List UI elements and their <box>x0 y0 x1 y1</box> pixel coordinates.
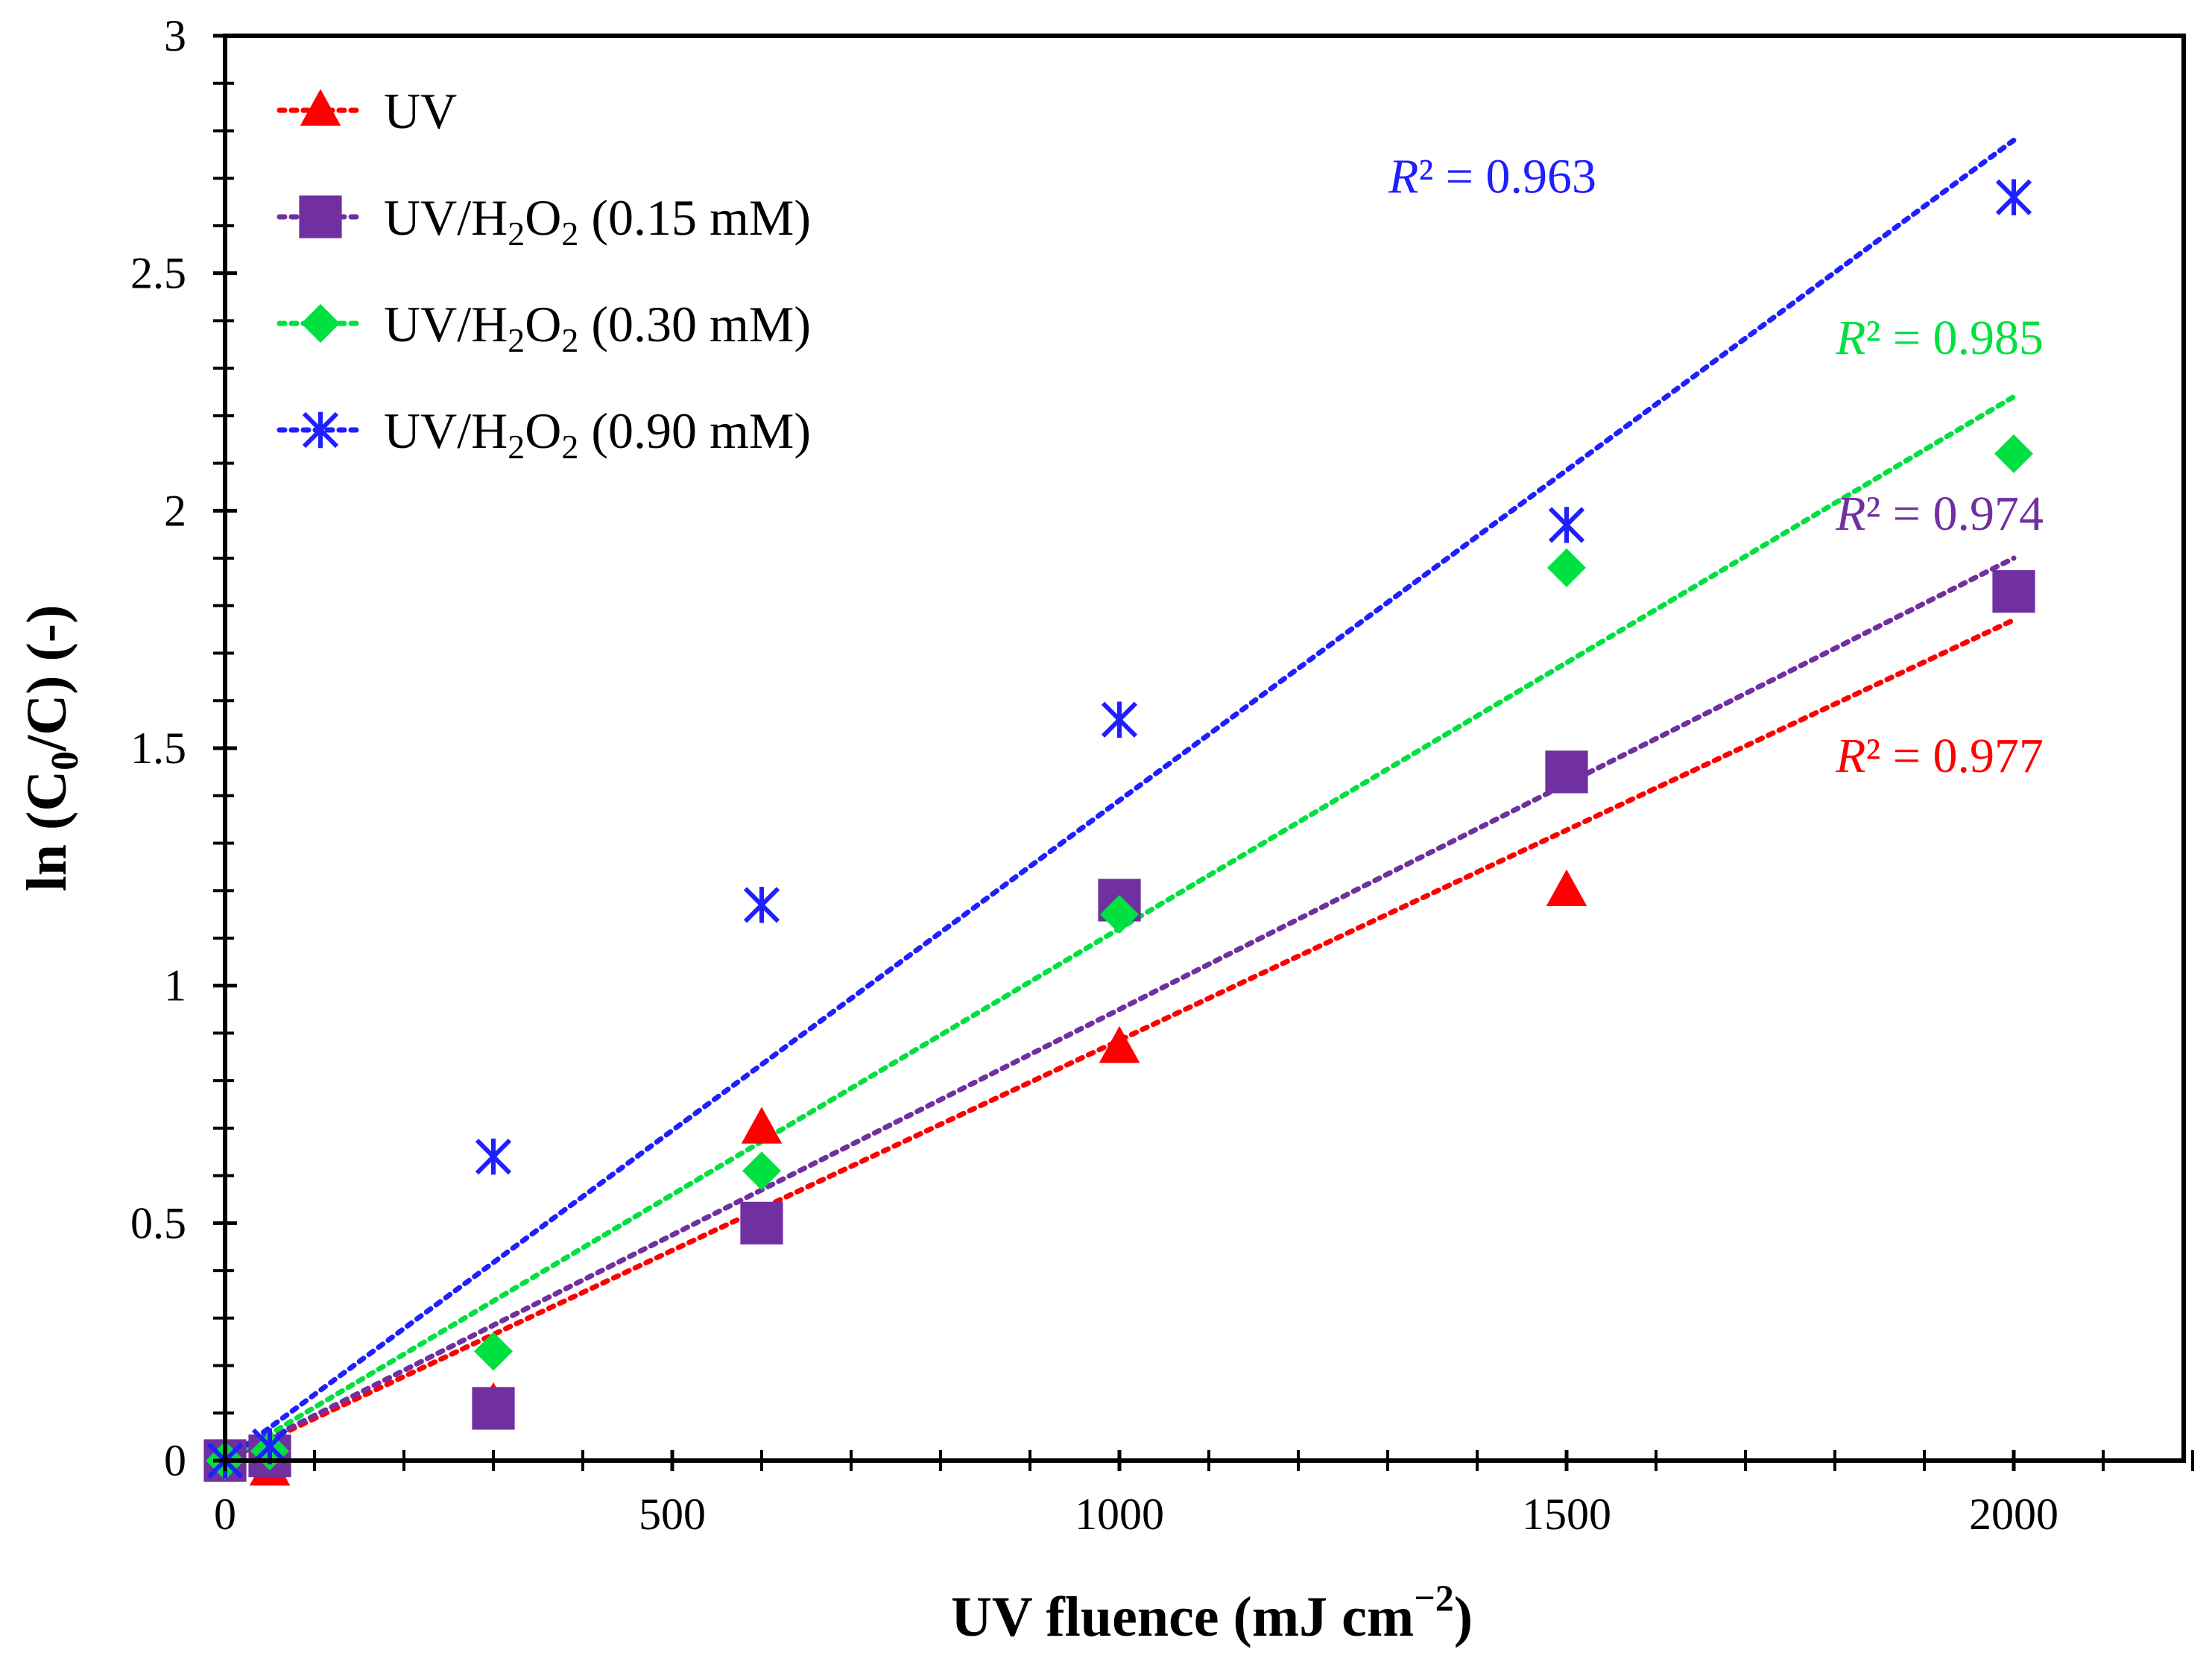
data-point-series-2 <box>472 1387 515 1430</box>
legend-text-part: O <box>525 189 561 246</box>
legend-label: UV/H2O2 (0.30 mM) <box>384 296 811 359</box>
data-point-series-3 <box>1100 895 1139 934</box>
r2-symbol: R <box>1835 729 1865 783</box>
data-point-series-4 <box>1548 507 1585 543</box>
r2-value: ² = 0.977 <box>1865 729 2044 783</box>
legend-text-part: (0.90 mM) <box>578 402 811 459</box>
r2-label-series-3: R² = 0.985 <box>1835 311 2044 365</box>
data-point-series-4 <box>475 1138 512 1175</box>
legend-subscript: 2 <box>508 428 525 466</box>
y-tick-label: 2 <box>164 486 186 535</box>
legend-text-part: UV <box>384 83 457 139</box>
data-point-series-3 <box>1547 548 1586 587</box>
data-point-series-4 <box>743 887 780 923</box>
r2-value: ² = 0.974 <box>1865 487 2044 541</box>
legend-label: UV <box>384 83 457 139</box>
x-tick-label: 500 <box>639 1490 706 1539</box>
r2-symbol: R <box>1835 487 1865 541</box>
y-tick-label: 0.5 <box>130 1198 186 1247</box>
data-point-series-4 <box>1101 701 1138 738</box>
legend-label: UV/H2O2 (0.90 mM) <box>384 402 811 466</box>
data-point-series-2 <box>1545 750 1588 794</box>
data-point-series-3 <box>474 1332 513 1371</box>
y-tick-label: 1.5 <box>130 724 186 773</box>
data-point-series-3 <box>1994 434 2033 473</box>
x-tick-label: 1500 <box>1522 1490 1611 1539</box>
legend-subscript: 2 <box>561 321 578 359</box>
r2-label-series-2: R² = 0.974 <box>1835 487 2044 541</box>
r2-value: ² = 0.985 <box>1865 311 2044 365</box>
legend-marker <box>302 411 339 449</box>
legend-subscript: 2 <box>508 215 525 253</box>
legend-entry-series-2: UV/H2O2 (0.15 mM) <box>276 189 811 253</box>
y-axis-title-sub: 0 <box>44 751 86 771</box>
legend-subscript: 2 <box>561 428 578 466</box>
plot-frame <box>223 34 2186 1463</box>
data-point-series-2 <box>740 1201 783 1244</box>
data-markers <box>203 179 2035 1486</box>
r2-value: ² = 0.963 <box>1418 149 1596 203</box>
legend-text-part: (0.30 mM) <box>578 296 811 352</box>
legend-text-part: O <box>525 296 561 352</box>
data-point-series-1 <box>741 1107 783 1144</box>
data-point-series-1 <box>1099 1025 1140 1063</box>
legend-text-part: UV/H <box>384 189 508 246</box>
data-point-series-4 <box>1995 179 2032 215</box>
legend-marker <box>301 304 340 343</box>
y-tick-label: 0 <box>164 1436 186 1485</box>
x-tick-label: 0 <box>214 1490 236 1539</box>
data-point-series-2 <box>1992 570 2035 613</box>
y-axis-title: ln (C0/C) (-) <box>16 605 86 892</box>
legend-subscript: 2 <box>561 215 578 253</box>
axes: 0 500 1000 1500 2000 0 0.5 1 1.5 2 2.5 3 <box>130 11 2194 1539</box>
r2-symbol: R <box>1835 311 1865 365</box>
y-tick-label: 3 <box>164 11 186 60</box>
r2-label-series-4: R² = 0.963 <box>1388 149 1596 203</box>
trendline-series-2 <box>222 555 2017 1464</box>
legend-text-part: UV/H <box>384 402 508 459</box>
x-tick-label: 1000 <box>1075 1490 1164 1539</box>
r2-symbol: R <box>1388 149 1418 203</box>
y-tick-label: 2.5 <box>130 249 186 298</box>
axis-titles: UV fluence (mJ cm−2)ln (C0/C) (-) <box>16 605 1473 1648</box>
x-tick-label: 2000 <box>1969 1490 2058 1539</box>
y-tick-label: 1 <box>164 961 186 1010</box>
trendline-series-4 <box>222 137 2017 1464</box>
legend-text-part: O <box>525 402 561 459</box>
data-point-series-1 <box>1546 869 1587 906</box>
data-point-series-3 <box>742 1151 781 1191</box>
r2-label-series-1: R² = 0.977 <box>1835 729 2044 783</box>
legend-entry-series-1: UV <box>276 83 457 139</box>
plot-area <box>223 34 2186 1463</box>
y-axis-title-main: ln (C <box>16 771 78 892</box>
legend-text-part: UV/H <box>384 296 508 352</box>
legend-subscript: 2 <box>508 321 525 359</box>
legend-label: UV/H2O2 (0.15 mM) <box>384 189 811 253</box>
y-axis-title-close: /C) (-) <box>16 605 78 752</box>
legend-entry-series-3: UV/H2O2 (0.30 mM) <box>276 296 811 359</box>
x-axis-title-sup: −2 <box>1414 1577 1454 1619</box>
legend-entry-series-4: UV/H2O2 (0.90 mM) <box>276 402 811 466</box>
x-axis-title: UV fluence (mJ cm−2) <box>951 1577 1473 1648</box>
x-axis-title-main: UV fluence (mJ cm <box>951 1586 1414 1648</box>
x-axis-title-close: ) <box>1454 1586 1473 1648</box>
legend-marker <box>300 89 341 126</box>
legend-text-part: (0.15 mM) <box>578 189 811 246</box>
legend-marker <box>299 195 342 238</box>
